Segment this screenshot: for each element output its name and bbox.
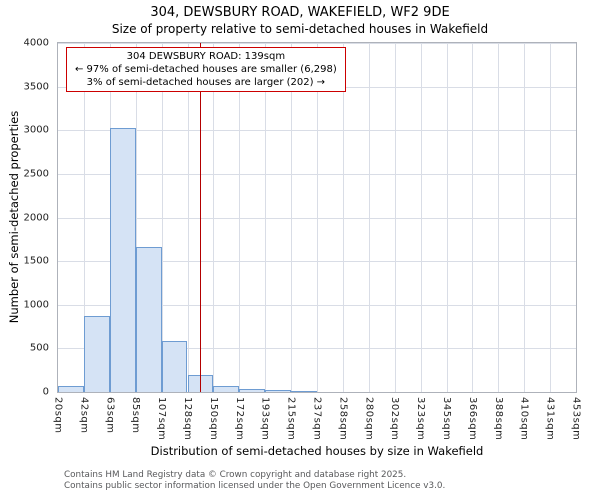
y-tick-label: 4000 (23, 37, 49, 49)
y-tick-label: 500 (29, 342, 49, 354)
page-title: 304, DEWSBURY ROAD, WAKEFIELD, WF2 9DE (150, 5, 450, 20)
property-size-marker-line (200, 43, 202, 392)
page-subtitle: Size of property relative to semi-detach… (111, 22, 489, 36)
gridline-horizontal (58, 43, 576, 44)
footer-line-2: Contains public sector information licen… (64, 480, 446, 491)
x-tick-label: 431sqm (544, 397, 556, 441)
histogram-bar (161, 340, 188, 392)
annotation-line-1: 304 DEWSBURY ROAD: 139sqm (126, 51, 286, 62)
gridline-horizontal (58, 130, 576, 132)
x-tick-label: 323sqm (415, 397, 427, 441)
footer-line-1: Contains HM Land Registry data © Crown c… (64, 470, 407, 480)
y-tick-label: 2500 (23, 168, 49, 180)
x-tick-label: 366sqm (466, 397, 478, 441)
x-tick-label: 107sqm (156, 397, 168, 441)
x-tick-label: 172sqm (233, 397, 245, 441)
y-tick-label: 2000 (23, 212, 49, 223)
x-tick-label: 20sqm (52, 397, 64, 434)
gridline-horizontal (58, 348, 576, 350)
y-tick-label: 0 (42, 386, 49, 398)
y-tick-label: 1000 (23, 299, 49, 311)
plot-area (57, 42, 577, 393)
histogram-bar (213, 385, 240, 392)
x-tick-label: 258sqm (337, 397, 349, 441)
y-tick-label: 3000 (23, 124, 49, 136)
x-tick-label: 237sqm (311, 397, 323, 441)
x-tick-label: 410sqm (518, 397, 530, 441)
y-tick-label: 3500 (23, 81, 49, 93)
x-tick-label: 150sqm (207, 397, 219, 441)
x-tick-label: 128sqm (182, 397, 193, 441)
histogram-bar (265, 389, 292, 392)
annotation-line-2: ← 97% of semi-detached houses are smalle… (75, 64, 337, 75)
y-tick-label: 1500 (23, 255, 49, 267)
annotation-box: 304 DEWSBURY ROAD: 139sqm ← 97% of semi-… (66, 47, 346, 92)
histogram-bar (58, 385, 84, 392)
histogram-bar (291, 390, 317, 392)
x-tick-label: 42sqm (78, 397, 90, 434)
x-tick-label: 85sqm (130, 397, 142, 434)
attribution-footer: Contains HM Land Registry data © Crown c… (64, 470, 445, 492)
x-axis-title: Distribution of semi-detached houses by … (150, 444, 484, 458)
gridline-horizontal (58, 217, 576, 219)
histogram-bar (83, 316, 110, 392)
x-tick-label: 388sqm (492, 397, 504, 441)
histogram-bar (109, 128, 136, 392)
x-tick-label: 63sqm (104, 397, 116, 434)
x-tick-label: 453sqm (570, 397, 582, 441)
x-axis-tick-labels: 20sqm 42sqm 63sqm 85sqm 107sqm 128sqm 150sqm 17… (53, 397, 582, 447)
gridline-horizontal (58, 304, 576, 306)
x-tick-label: 345sqm (441, 397, 452, 441)
x-tick-label: 215sqm (285, 397, 297, 441)
gridline-horizontal (58, 261, 576, 263)
x-tick-label: 193sqm (259, 397, 271, 441)
histogram-bar (239, 388, 266, 392)
x-tick-label: 302sqm (389, 397, 401, 441)
histogram-bar (135, 247, 162, 392)
gridline-horizontal (58, 173, 576, 175)
x-tick-label: 280sqm (363, 397, 375, 441)
y-axis-tick-labels: 0 500 1000 1500 2000 2500 3000 3500 4000 (0, 38, 53, 398)
annotation-line-3: 3% of semi-detached houses are larger (2… (86, 77, 326, 88)
